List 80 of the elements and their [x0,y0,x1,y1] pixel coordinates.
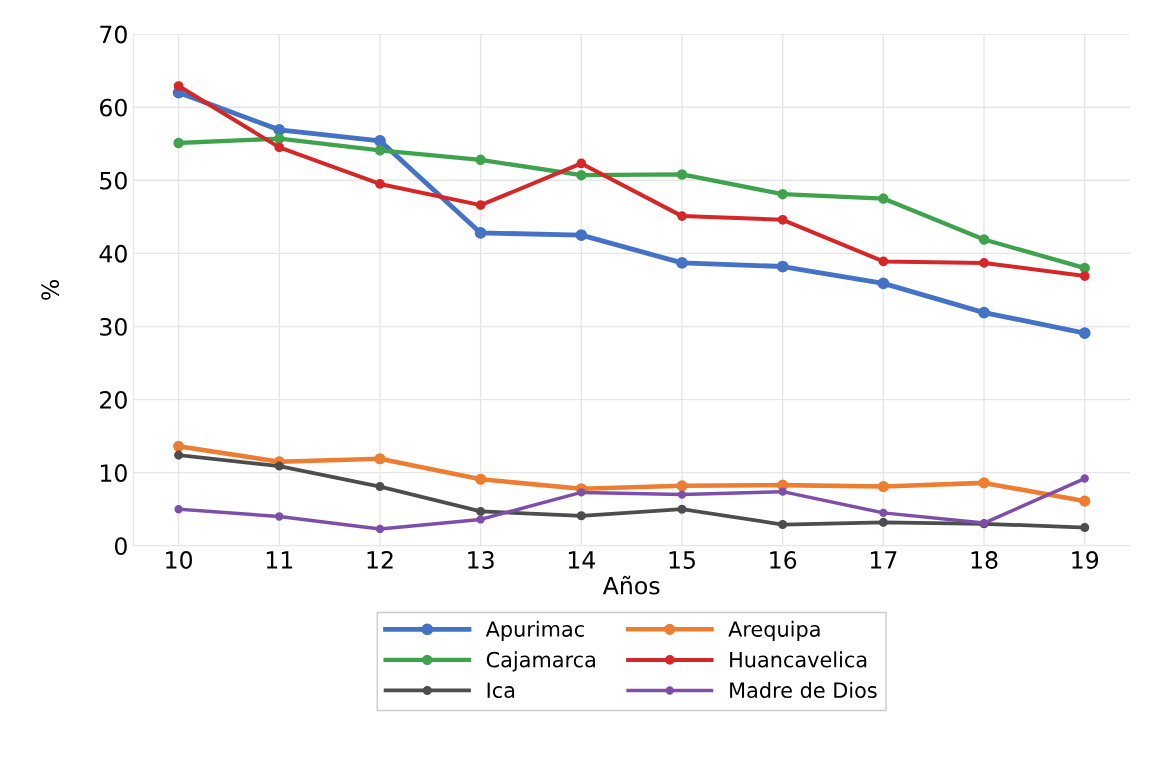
point [778,520,788,530]
legend-label: Arequipa [728,620,820,641]
x-tick-label: 17 [870,551,897,569]
point [1079,495,1091,507]
point [979,258,989,268]
x-tick-label: 18 [971,551,998,569]
y-tick-label: 20 [100,391,127,409]
point [879,508,888,518]
x-axis-title: Años [602,575,660,595]
point [778,487,787,496]
point [878,517,888,527]
y-axis-title: % [41,280,60,300]
point [576,511,586,521]
legend-label: Cajamarca [486,651,595,672]
point [677,504,687,514]
point [978,234,990,245]
point [1080,522,1090,533]
legend-label: Apurimac [485,620,584,641]
point [1080,474,1089,483]
point [274,461,284,471]
x-tick-label: 12 [367,551,393,569]
point [173,81,184,91]
point [777,214,788,225]
point [374,134,386,147]
point [1079,262,1090,274]
point [576,169,587,181]
x-tick-label: 15 [669,551,695,569]
y-tick-label: 0 [114,537,127,556]
point [274,133,285,144]
x-tick-label: 16 [770,551,797,569]
point [375,482,385,492]
x-tick-label: 11 [266,551,293,569]
y-tick-label: 40 [99,244,127,263]
point [274,142,285,153]
x-tick-label: 14 [568,551,596,569]
point [374,453,386,465]
point [878,193,889,204]
point [173,440,185,452]
point [174,505,183,514]
point [677,211,687,221]
point [474,227,487,239]
point [676,256,688,269]
x-tick-label: 10 [166,551,193,569]
point [375,179,385,189]
point [173,137,184,149]
point [475,200,486,211]
point [978,477,990,489]
point [273,123,286,136]
point [275,512,284,521]
point [777,188,788,200]
point [776,260,789,273]
legend-label: Ica [487,682,515,699]
point [576,158,587,169]
point [374,145,386,156]
point [375,524,385,534]
point [174,450,184,460]
y-tick-label: 70 [100,25,127,44]
point [877,277,890,290]
point [877,480,889,493]
point [476,506,486,516]
point [575,229,588,242]
point [1079,271,1090,281]
y-tick-label: 60 [100,98,127,117]
point [676,169,688,180]
point [878,256,889,267]
point [978,306,990,319]
x-tick-label: 19 [1072,551,1099,569]
point [677,490,687,499]
legend-label: Huancavelica [730,651,867,668]
y-tick-label: 10 [100,464,127,482]
x-tick-label: 13 [468,551,494,569]
point [475,473,487,485]
y-tick-label: 30 [100,317,127,336]
point [475,154,486,166]
y-tick-label: 50 [100,171,127,190]
point [676,480,688,492]
legend-label: Madre de Dios [730,681,877,699]
point [1078,327,1091,339]
point [577,488,586,497]
point [476,515,485,524]
